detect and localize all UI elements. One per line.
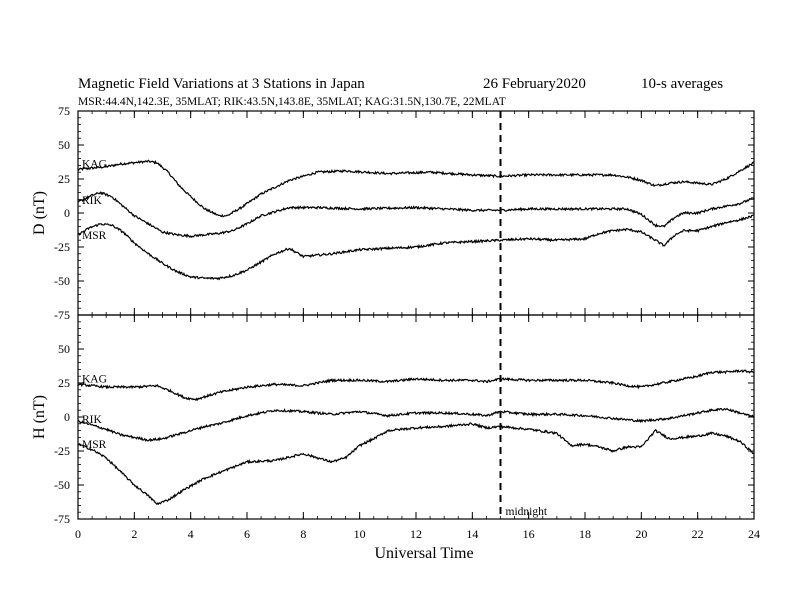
- x-tick-label: 10: [354, 527, 366, 541]
- x-tick-label: 20: [635, 527, 647, 541]
- series-line-kag: [77, 369, 755, 402]
- y-tick-label: 75: [58, 104, 70, 118]
- chart-title: Magnetic Field Variations at 3 Stations …: [78, 76, 365, 92]
- midnight-label: midnight: [506, 506, 548, 518]
- h-axis-label: H (nT): [31, 395, 48, 439]
- x-tick-label: 22: [692, 527, 704, 541]
- y-tick-label: -25: [54, 240, 70, 254]
- y-tick-label: -25: [54, 444, 70, 458]
- chart-date: 26 February2020: [483, 76, 586, 92]
- y-tick-label: -50: [54, 478, 70, 492]
- y-tick-label: 50: [58, 138, 70, 152]
- series-label-kag: KAG: [82, 158, 107, 170]
- series-line-msr: [77, 214, 755, 281]
- y-tick-label: 0: [64, 206, 70, 220]
- x-tick-label: 16: [523, 527, 535, 541]
- x-tick-label: 18: [579, 527, 591, 541]
- x-tick-label: 24: [748, 527, 760, 541]
- y-tick-label: -75: [54, 512, 70, 526]
- series-line-msr: [77, 422, 755, 506]
- series-label-msr: MSR: [82, 230, 107, 242]
- averaging-note: 10-s averages: [641, 76, 723, 92]
- d-axis-label: D (nT): [31, 191, 48, 235]
- x-tick-label: 2: [131, 527, 137, 541]
- h-panel-frame: [77, 314, 755, 520]
- y-tick-label: 25: [58, 172, 70, 186]
- series-label-kag: KAG: [82, 373, 107, 385]
- series-line-rik: [77, 407, 755, 443]
- x-tick-label: 4: [188, 527, 194, 541]
- series-label-rik: RIK: [82, 414, 103, 426]
- x-axis-label: Universal Time: [374, 545, 473, 562]
- d-panel-frame: [77, 110, 755, 316]
- y-tick-label: -75: [54, 308, 70, 322]
- series-label-rik: RIK: [82, 195, 103, 207]
- y-tick-label: 0: [64, 410, 70, 424]
- y-tick-label: 25: [58, 376, 70, 390]
- x-tick-label: 12: [410, 527, 422, 541]
- series-label-msr: MSR: [82, 439, 107, 451]
- y-tick-label: 50: [58, 342, 70, 356]
- x-tick-label: 0: [75, 527, 81, 541]
- x-tick-label: 6: [244, 527, 250, 541]
- station-coordinates: MSR:44.4N,142.3E, 35MLAT; RIK:43.5N,143.…: [78, 96, 506, 108]
- series-line-rik: [77, 191, 755, 239]
- series-line-kag: [77, 159, 755, 218]
- x-tick-label: 8: [300, 527, 306, 541]
- chart-marks: 75 50 25 0 -25 -50 -75 KAG RIK MSR 50 25 0 -25 -50 -75 0…: [54, 104, 760, 541]
- x-tick-label: 14: [466, 527, 478, 541]
- y-tick-label: -50: [54, 274, 70, 288]
